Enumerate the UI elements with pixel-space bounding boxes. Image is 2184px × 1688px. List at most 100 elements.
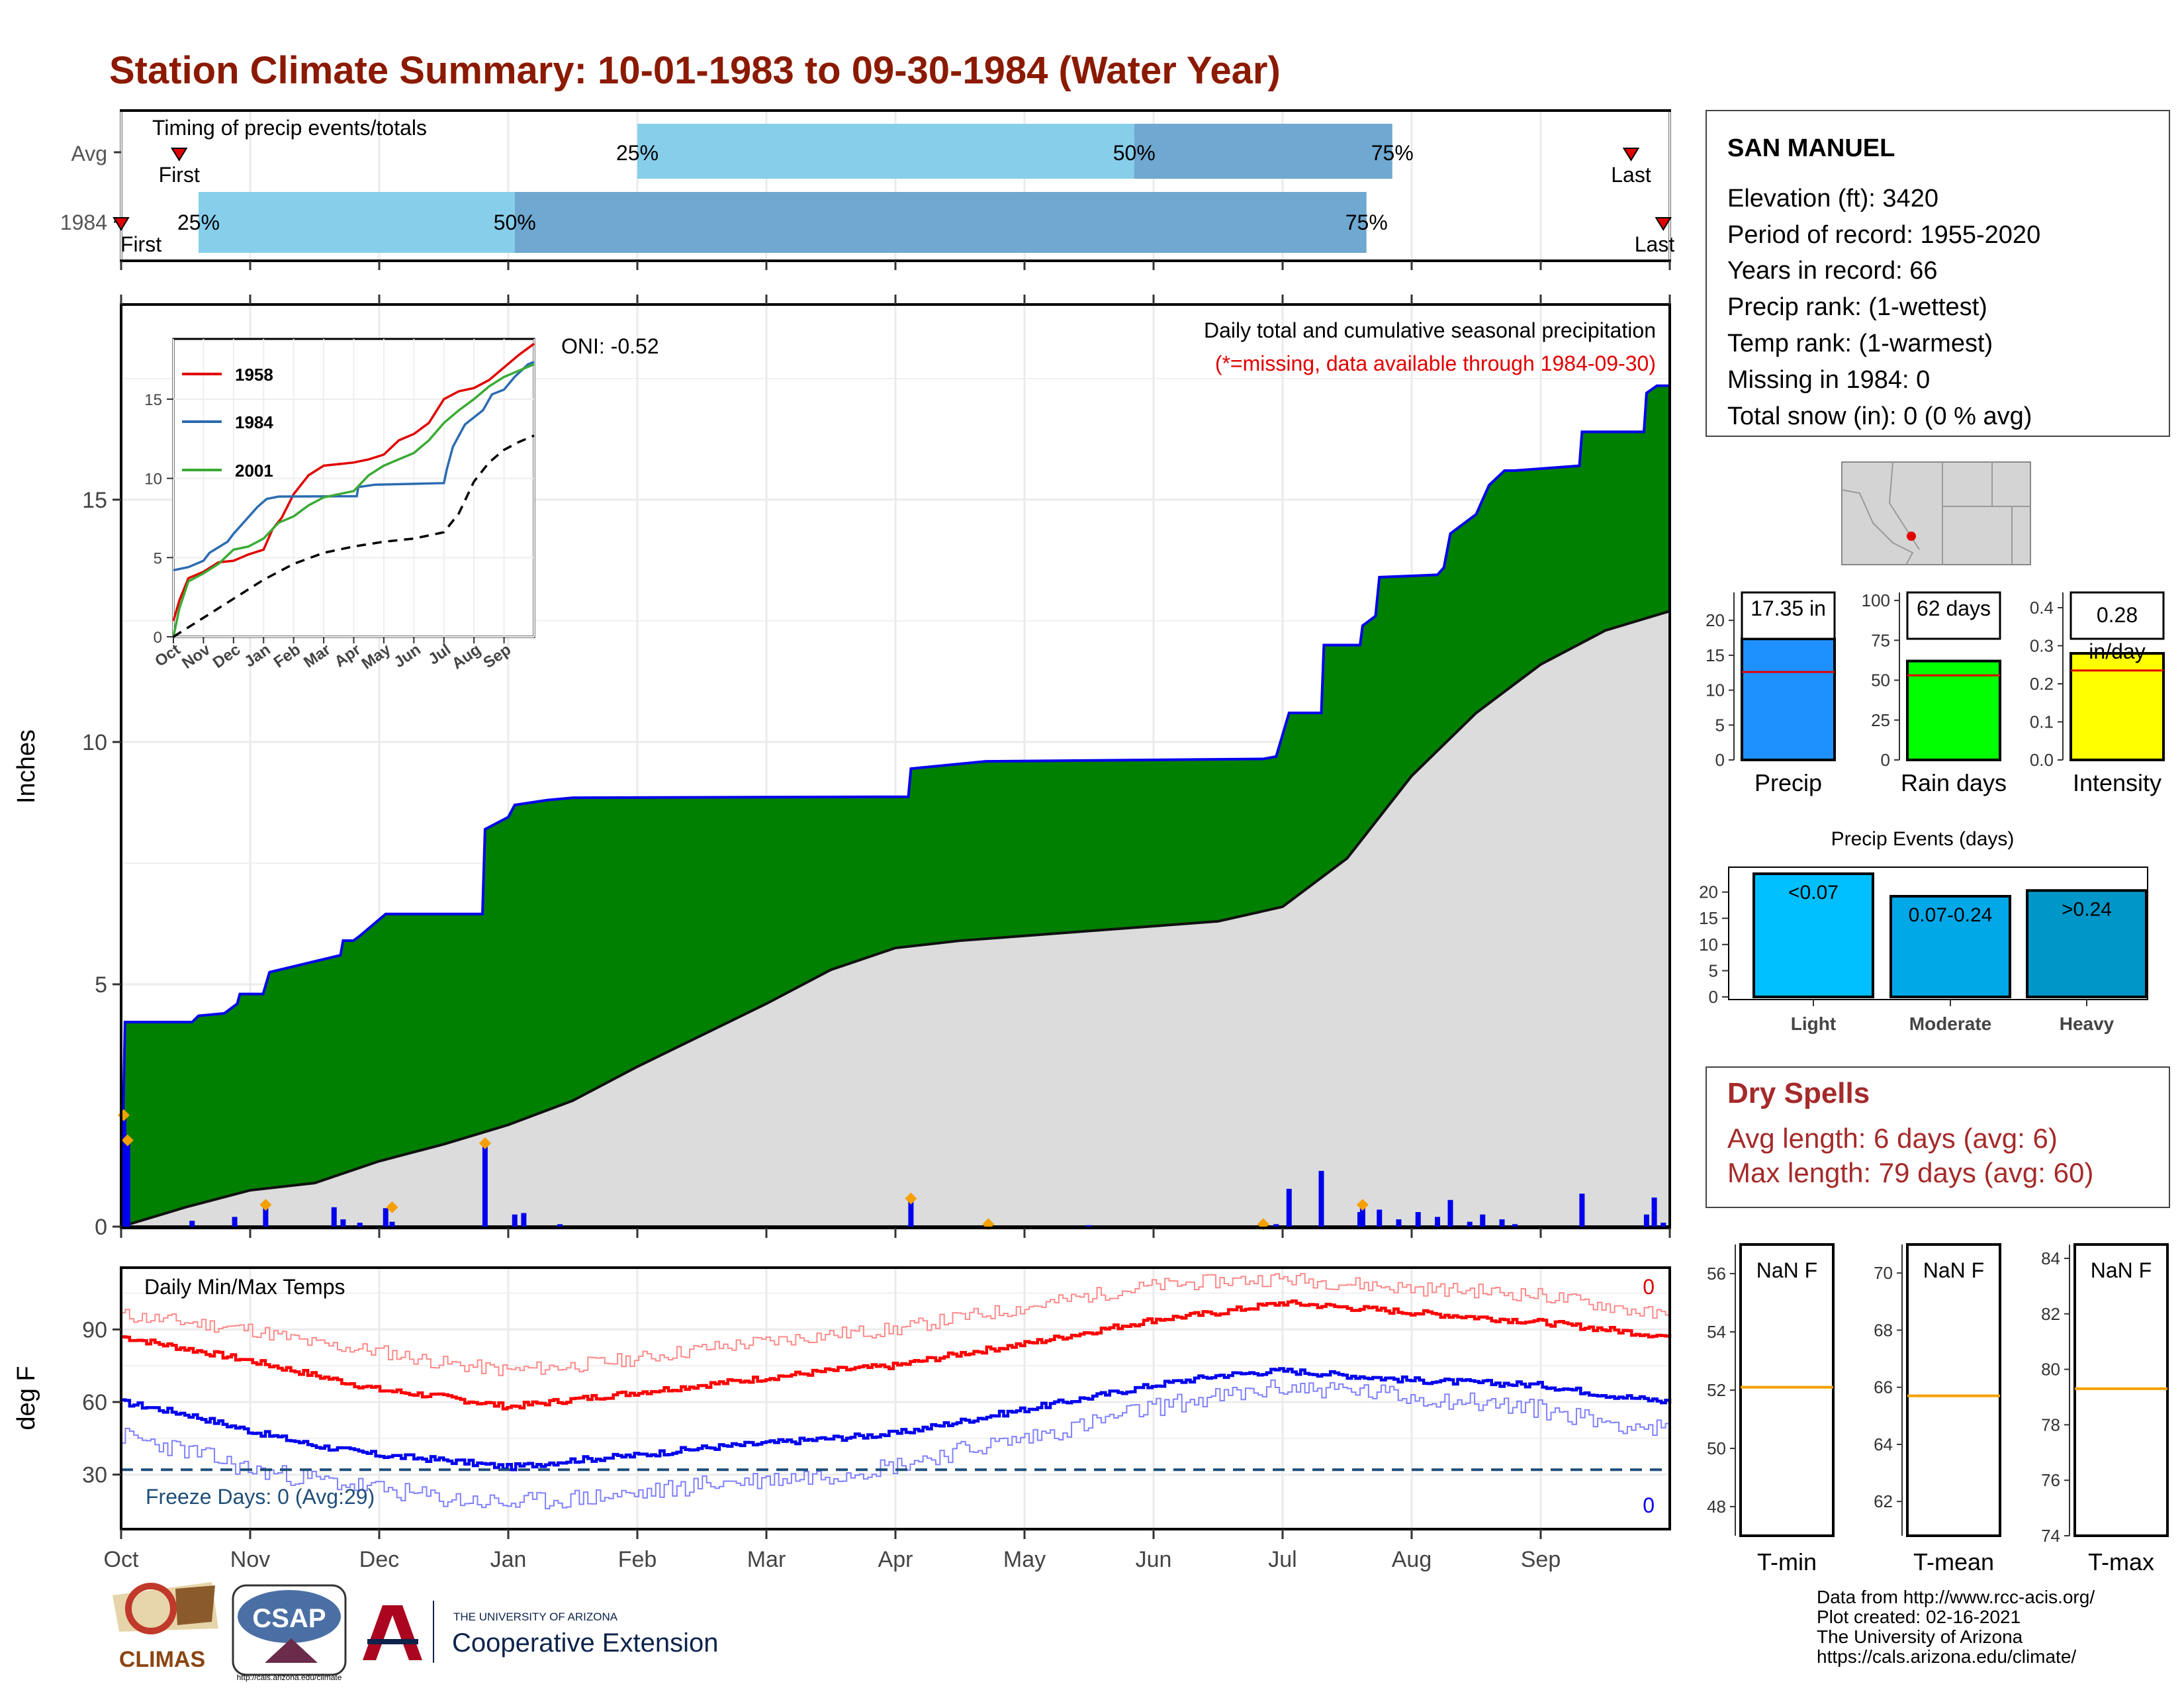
daily-precip-bar bbox=[1273, 1224, 1279, 1227]
last-event-label: Last bbox=[1635, 232, 1675, 256]
legend-label-2001: 2001 bbox=[235, 461, 273, 481]
tpanel-y-tick-label: 62 bbox=[1874, 1491, 1893, 1511]
station-info-frame bbox=[1706, 110, 2170, 437]
daily-precip-bar bbox=[1579, 1194, 1585, 1227]
daily-precip-bar bbox=[331, 1207, 337, 1227]
timing-p75-label: 75% bbox=[1371, 141, 1414, 165]
month-tick-label: Oct bbox=[104, 1547, 139, 1572]
month-tick-label: Aug bbox=[1392, 1547, 1432, 1572]
station-period: Period of record: 1955-2020 bbox=[1727, 221, 2040, 249]
cumulative-average-area bbox=[120, 609, 1671, 1228]
timing-bar-25-50 bbox=[199, 192, 515, 253]
daily-precip-bar bbox=[1651, 1197, 1657, 1227]
inset-y-tick-label: 5 bbox=[154, 549, 162, 567]
temp-min-count: 0 bbox=[1643, 1493, 1655, 1517]
last-event-label: Last bbox=[1611, 163, 1651, 187]
tpanel-label: T-min bbox=[1757, 1548, 1817, 1575]
inset-y-tick-label: 15 bbox=[144, 391, 162, 409]
daily-precip-bar bbox=[1447, 1199, 1453, 1227]
precip-y-axis: 0 5 10 15 bbox=[82, 295, 1671, 1240]
bar-category-label: Precip bbox=[1754, 769, 1822, 796]
daily-precip-bar bbox=[383, 1208, 388, 1227]
timing-bars bbox=[199, 124, 1392, 253]
tpanel-t-mean: 62 64 66 68 70 NaN F T-mean bbox=[1874, 1243, 2001, 1575]
bar-value-label: 62 days bbox=[1917, 596, 1991, 620]
dry-spells-max: Max length: 79 days (avg: 60) bbox=[1727, 1157, 2093, 1188]
station-elevation: Elevation (ft): 3420 bbox=[1727, 185, 1938, 212]
last-event-marker-icon bbox=[1655, 217, 1672, 231]
station-info: SAN MANUEL Elevation (ft): 3420 Period o… bbox=[1706, 110, 2170, 437]
temp-min-normal-line bbox=[121, 1367, 1672, 1472]
temp-y-tick-label: 60 bbox=[82, 1390, 107, 1415]
daily-record-marker-icon bbox=[259, 1199, 272, 1211]
bar-y-tick-label: 0.4 bbox=[2030, 598, 2054, 618]
events-category-label: Light bbox=[1791, 1013, 1836, 1034]
temperature-mini-panels: 48 50 52 54 56 NaN F T-min 62 64 66 68 70 NaN F T-mea… bbox=[1707, 1243, 2169, 1575]
temp-y-tick-label: 30 bbox=[82, 1463, 107, 1488]
dry-spells-frame bbox=[1706, 1066, 2170, 1208]
logo-ua-cooperative-extension: THE UNIVERSITY OF ARIZONA Cooperative Ex… bbox=[363, 1601, 718, 1663]
bar-y-tick-label: 25 bbox=[1871, 710, 1890, 730]
bar-category-label: Intensity bbox=[2073, 769, 2161, 796]
station-name: SAN MANUEL bbox=[1727, 134, 1895, 162]
daily-record-marker-icon bbox=[121, 1134, 134, 1147]
daily-precip-bar bbox=[1643, 1214, 1649, 1227]
tpanel-label: T-mean bbox=[1913, 1548, 1994, 1575]
month-tick-label: Jul bbox=[1268, 1547, 1297, 1572]
footer-plot-created: Plot created: 02-16-2021 bbox=[1817, 1607, 2021, 1627]
temp-max-normal-line bbox=[121, 1299, 1672, 1411]
tpanel-y-tick-label: 52 bbox=[1707, 1380, 1726, 1400]
daily-precip-bar bbox=[263, 1205, 269, 1227]
tpanel-t-min: 48 50 52 54 56 NaN F T-min bbox=[1707, 1243, 1835, 1575]
bar-y-tick-label: 15 bbox=[1706, 645, 1725, 665]
month-tick-label: Sep bbox=[1521, 1547, 1561, 1572]
events-title: Precip Events (days) bbox=[1831, 828, 2015, 850]
tpanel-y-tick-label: 76 bbox=[2041, 1470, 2060, 1490]
summary-bar-panels: 0 5 10 15 20 17.35 in Precip 0 25 50 75 100 62 days R… bbox=[1706, 590, 2165, 796]
inset-grid bbox=[173, 339, 535, 637]
events-bar-label: >0.24 bbox=[2062, 898, 2112, 920]
tpanel-y-tick-label: 84 bbox=[2041, 1248, 2060, 1268]
inset-average-line bbox=[173, 434, 535, 638]
first-event-label: First bbox=[120, 232, 161, 256]
precip-annotation-sub: (*=missing, data available through 1984-… bbox=[1215, 352, 1656, 375]
daily-precip-bar bbox=[521, 1213, 527, 1227]
csap-cloud-icon bbox=[238, 1590, 341, 1643]
month-axis: Oct Nov Dec Jan Feb Mar Apr May Jun Jul Aug Sep bbox=[104, 1529, 1561, 1572]
first-event-label: First bbox=[159, 163, 200, 187]
logo-climas: CLIMAS bbox=[113, 1582, 218, 1672]
timing-bar-25-50 bbox=[637, 124, 1134, 179]
dry-spells-title: Dry Spells bbox=[1727, 1077, 1870, 1109]
precip-y-tick-label: 15 bbox=[82, 488, 107, 513]
tpanel-t-max: 74 76 78 80 82 84 NaN F T-max bbox=[2041, 1243, 2169, 1575]
daily-precip-bar bbox=[1377, 1209, 1383, 1227]
timing-p25-label: 25% bbox=[177, 211, 220, 234]
daily-precip-bar bbox=[1318, 1170, 1324, 1227]
bar-value-label: 17.35 in bbox=[1751, 596, 1826, 620]
summary-bar-precip: 0 5 10 15 20 17.35 in Precip bbox=[1706, 591, 1836, 796]
daily-precip-bar bbox=[557, 1224, 563, 1227]
last-event-marker-icon bbox=[1622, 148, 1640, 162]
climas-emblem-shape bbox=[175, 1585, 215, 1625]
bar-y-tick-label: 75 bbox=[1871, 630, 1890, 650]
timing-labels: 25% 50% 75% First Last 25% 50% 75% First Last bbox=[113, 141, 1675, 256]
tpanel-y-tick-label: 66 bbox=[1874, 1378, 1893, 1397]
month-tick-label: May bbox=[1003, 1547, 1046, 1572]
temp-panel: 30 60 90 Daily Min/Max Temps 0 0 Freeze Da… bbox=[13, 1266, 1672, 1572]
precip-y-tick-label: 5 bbox=[95, 972, 107, 998]
precip-panel: 0 5 10 15 Inches Daily total and cumulative… bbox=[13, 295, 1671, 1240]
events-y-tick-label: 10 bbox=[1699, 935, 1718, 955]
oni-value: ONI: -0.52 bbox=[561, 334, 659, 358]
tpanel-frame bbox=[1739, 1243, 1835, 1537]
tpanel-y-tick-label: 48 bbox=[1707, 1497, 1726, 1517]
events-category-label: Heavy bbox=[2060, 1013, 2115, 1034]
events-bar-label: 0.07-0.24 bbox=[1909, 904, 1993, 926]
inset-line-2001 bbox=[172, 363, 535, 637]
temp-y-tick-label: 90 bbox=[82, 1317, 107, 1342]
tpanel-y-tick-label: 56 bbox=[1707, 1264, 1726, 1284]
ua-a-icon bbox=[363, 1605, 422, 1660]
bar-y-tick-label: 0.1 bbox=[2030, 712, 2054, 732]
daily-record-marker-icon bbox=[905, 1192, 917, 1205]
